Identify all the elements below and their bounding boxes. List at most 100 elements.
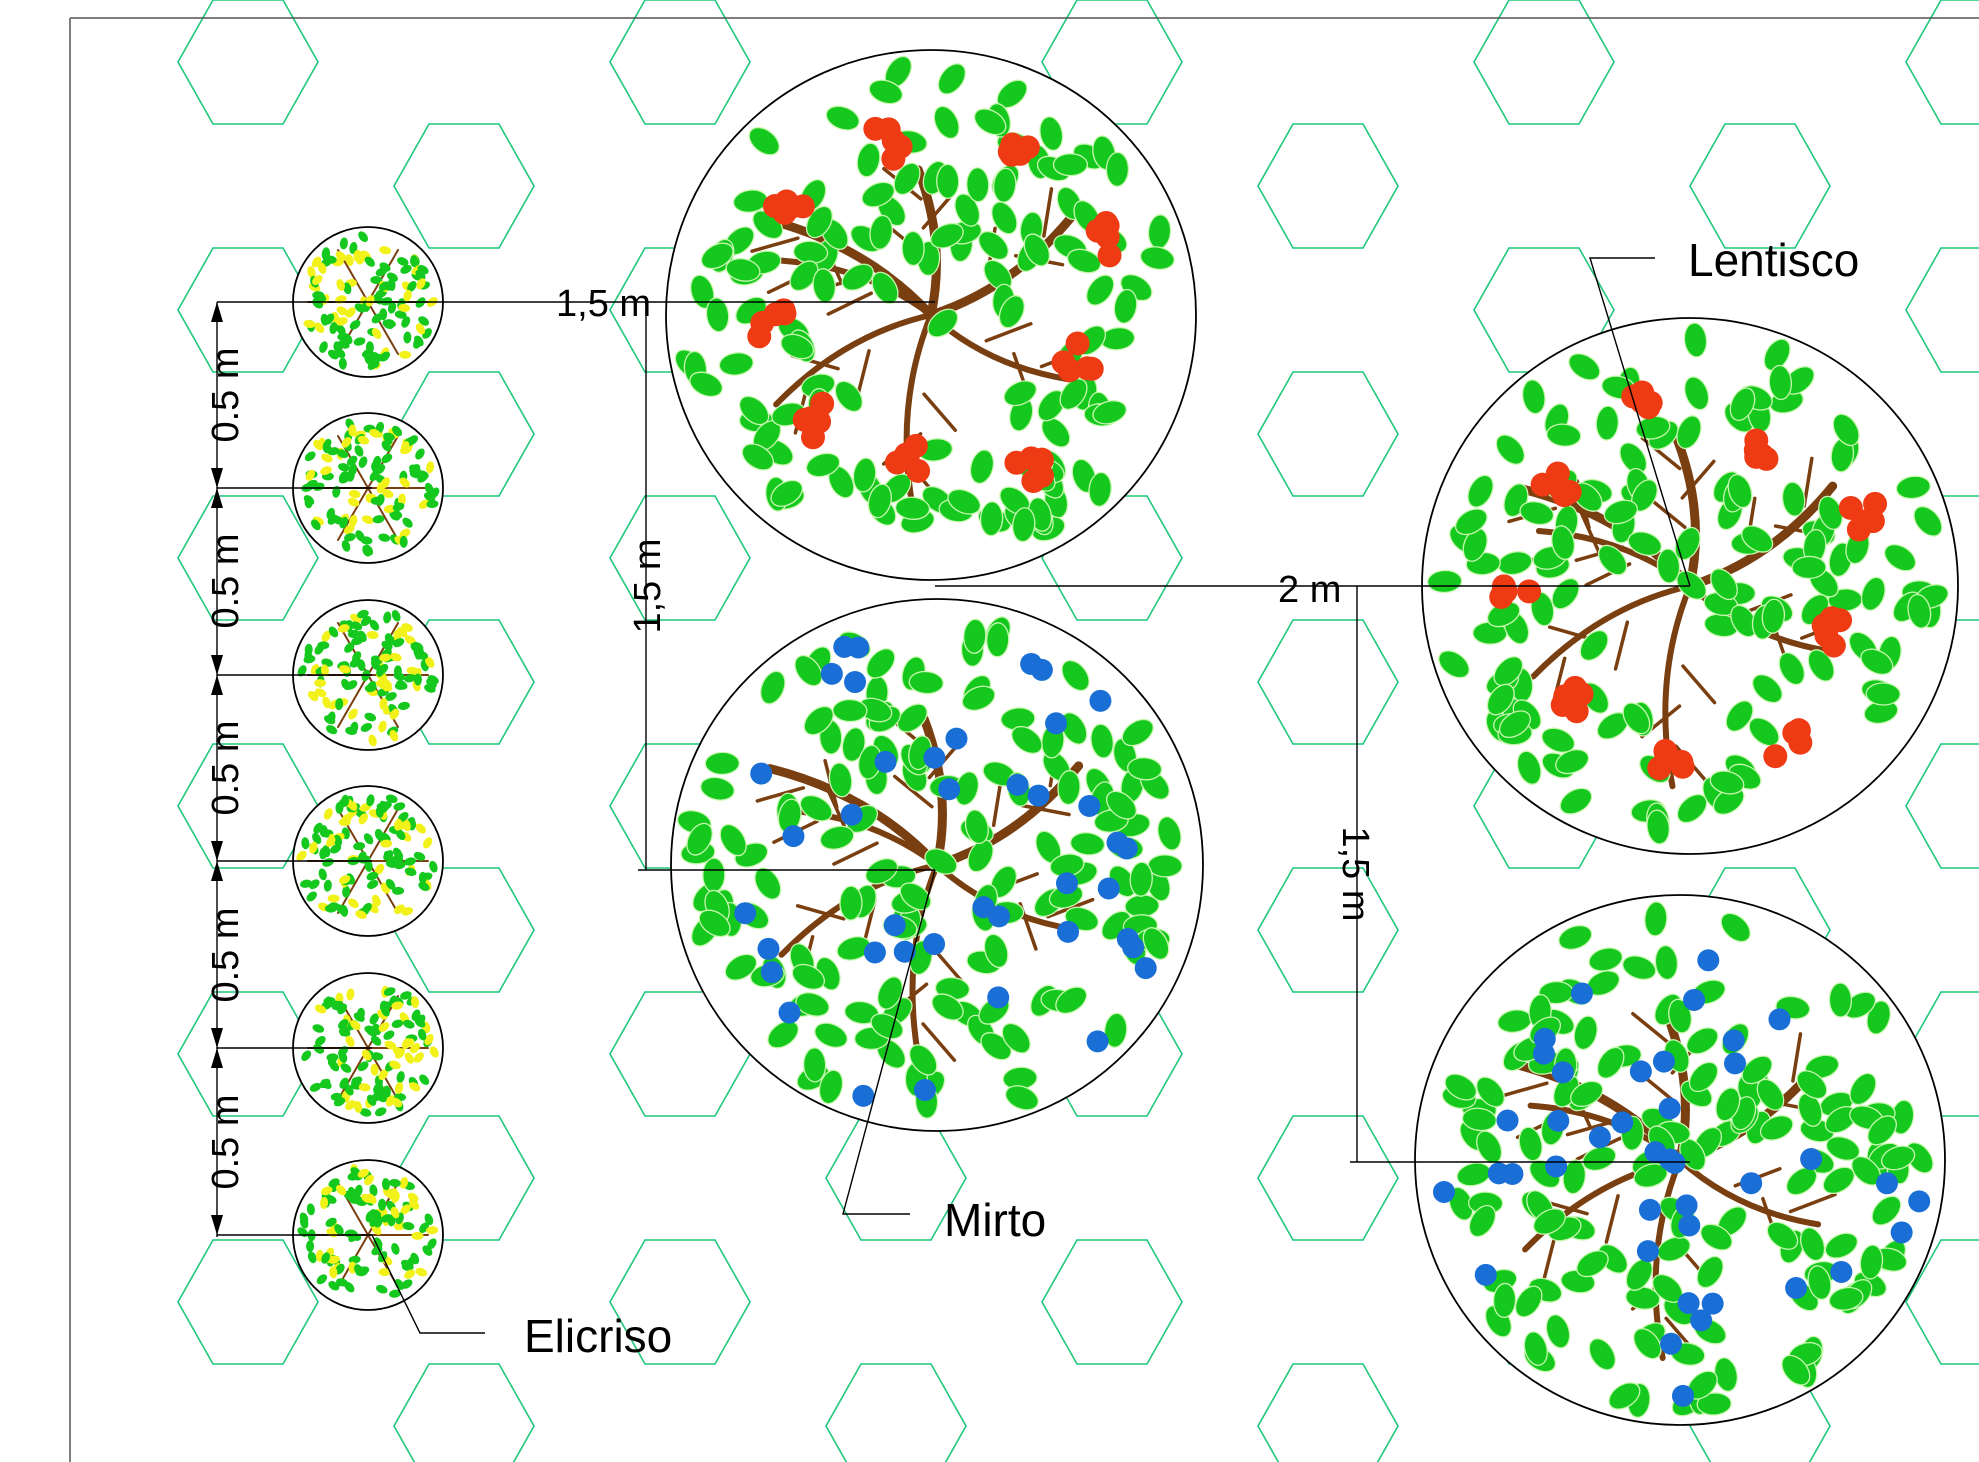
flower: [404, 1269, 416, 1279]
leaf: [978, 230, 1009, 261]
leaf: [348, 1231, 358, 1243]
flower: [343, 524, 355, 535]
berry: [1675, 1194, 1698, 1217]
leaf: [1656, 548, 1681, 584]
leaf: [322, 858, 334, 867]
leaf: [372, 515, 385, 524]
leaf: [1462, 527, 1488, 562]
berry: [1860, 509, 1885, 534]
leaf: [324, 715, 336, 725]
berry: [1785, 1277, 1808, 1300]
leaf: [376, 665, 385, 677]
flower: [348, 424, 357, 437]
berry: [888, 134, 913, 159]
mirto-tree-1-berries: [734, 635, 1157, 1107]
leaf: [819, 825, 855, 850]
leaf: [394, 310, 407, 319]
leaf: [927, 308, 959, 338]
berry: [1828, 608, 1853, 633]
leaf: [1129, 861, 1153, 897]
twig: [984, 322, 1033, 343]
hex-tile: [1689, 123, 1831, 249]
leaf: [413, 851, 426, 861]
leaf: [1729, 387, 1756, 421]
leaf: [969, 449, 995, 485]
leaf: [378, 533, 391, 542]
leaf: [1113, 288, 1138, 324]
berry: [1569, 681, 1594, 706]
leaf: [297, 665, 307, 677]
leaf: [1558, 924, 1593, 950]
leaf: [966, 167, 990, 203]
flower: [349, 514, 358, 527]
berry: [903, 433, 928, 458]
berry: [840, 803, 863, 826]
leaf: [327, 1054, 337, 1066]
leaf: [371, 1052, 384, 1061]
leaf: [1781, 481, 1806, 517]
leaf: [1059, 378, 1088, 410]
leaf: [1752, 674, 1783, 704]
berry: [1532, 1042, 1555, 1065]
berry: [833, 635, 856, 658]
flower: [346, 988, 355, 1001]
leaf: [1597, 544, 1628, 576]
flower: [341, 437, 352, 448]
leaf: [429, 860, 438, 873]
leaf: [899, 882, 932, 911]
berry: [1683, 988, 1706, 1011]
berry: [945, 727, 968, 750]
leaf: [330, 844, 342, 854]
leaf: [373, 1086, 384, 1098]
flower: [370, 1063, 379, 1076]
leaf: [1559, 787, 1593, 815]
flower: [314, 1004, 327, 1014]
leaf: [353, 842, 366, 851]
hex-tile: [177, 0, 319, 125]
leaf: [1684, 376, 1710, 411]
leaf: [933, 105, 960, 140]
flower: [400, 441, 410, 453]
leaf: [1622, 955, 1657, 981]
berry: [1008, 141, 1033, 166]
leaf: [760, 670, 786, 705]
hex-tile: [1257, 1363, 1399, 1462]
leaf: [393, 665, 402, 678]
berry: [1763, 744, 1788, 769]
leaf: [1676, 793, 1708, 824]
berry: [1027, 784, 1050, 807]
berry: [1740, 1172, 1763, 1195]
berry: [1782, 720, 1807, 745]
berry: [938, 778, 961, 801]
flower: [378, 1022, 390, 1032]
flower: [341, 813, 353, 823]
leaf: [338, 463, 350, 472]
leaf: [1657, 1236, 1691, 1262]
berry: [1055, 872, 1078, 895]
leaf: [372, 455, 382, 468]
arrowhead: [211, 655, 223, 675]
leaf: [427, 675, 439, 685]
berry: [782, 825, 805, 848]
leaf: [867, 483, 892, 519]
leaf: [1570, 1080, 1604, 1107]
hex-tile: [1257, 371, 1399, 497]
leaf: [412, 641, 424, 652]
berry: [1663, 1151, 1686, 1174]
berry: [1588, 1126, 1611, 1149]
leaf: [423, 492, 436, 502]
elicriso-dimension-label-5: 0.5 m: [205, 1094, 247, 1189]
arrowhead: [211, 302, 223, 322]
leaf: [1438, 650, 1470, 679]
leaf: [741, 443, 774, 471]
leaf: [337, 332, 350, 341]
leaf: [967, 839, 994, 873]
berry: [1490, 581, 1515, 606]
branch: [1677, 1157, 1822, 1228]
leaf: [321, 1252, 331, 1264]
arrowhead: [211, 468, 223, 488]
twig: [825, 786, 849, 834]
leaf: [770, 479, 804, 507]
hex-tile: [1257, 123, 1399, 249]
flower: [404, 635, 416, 645]
